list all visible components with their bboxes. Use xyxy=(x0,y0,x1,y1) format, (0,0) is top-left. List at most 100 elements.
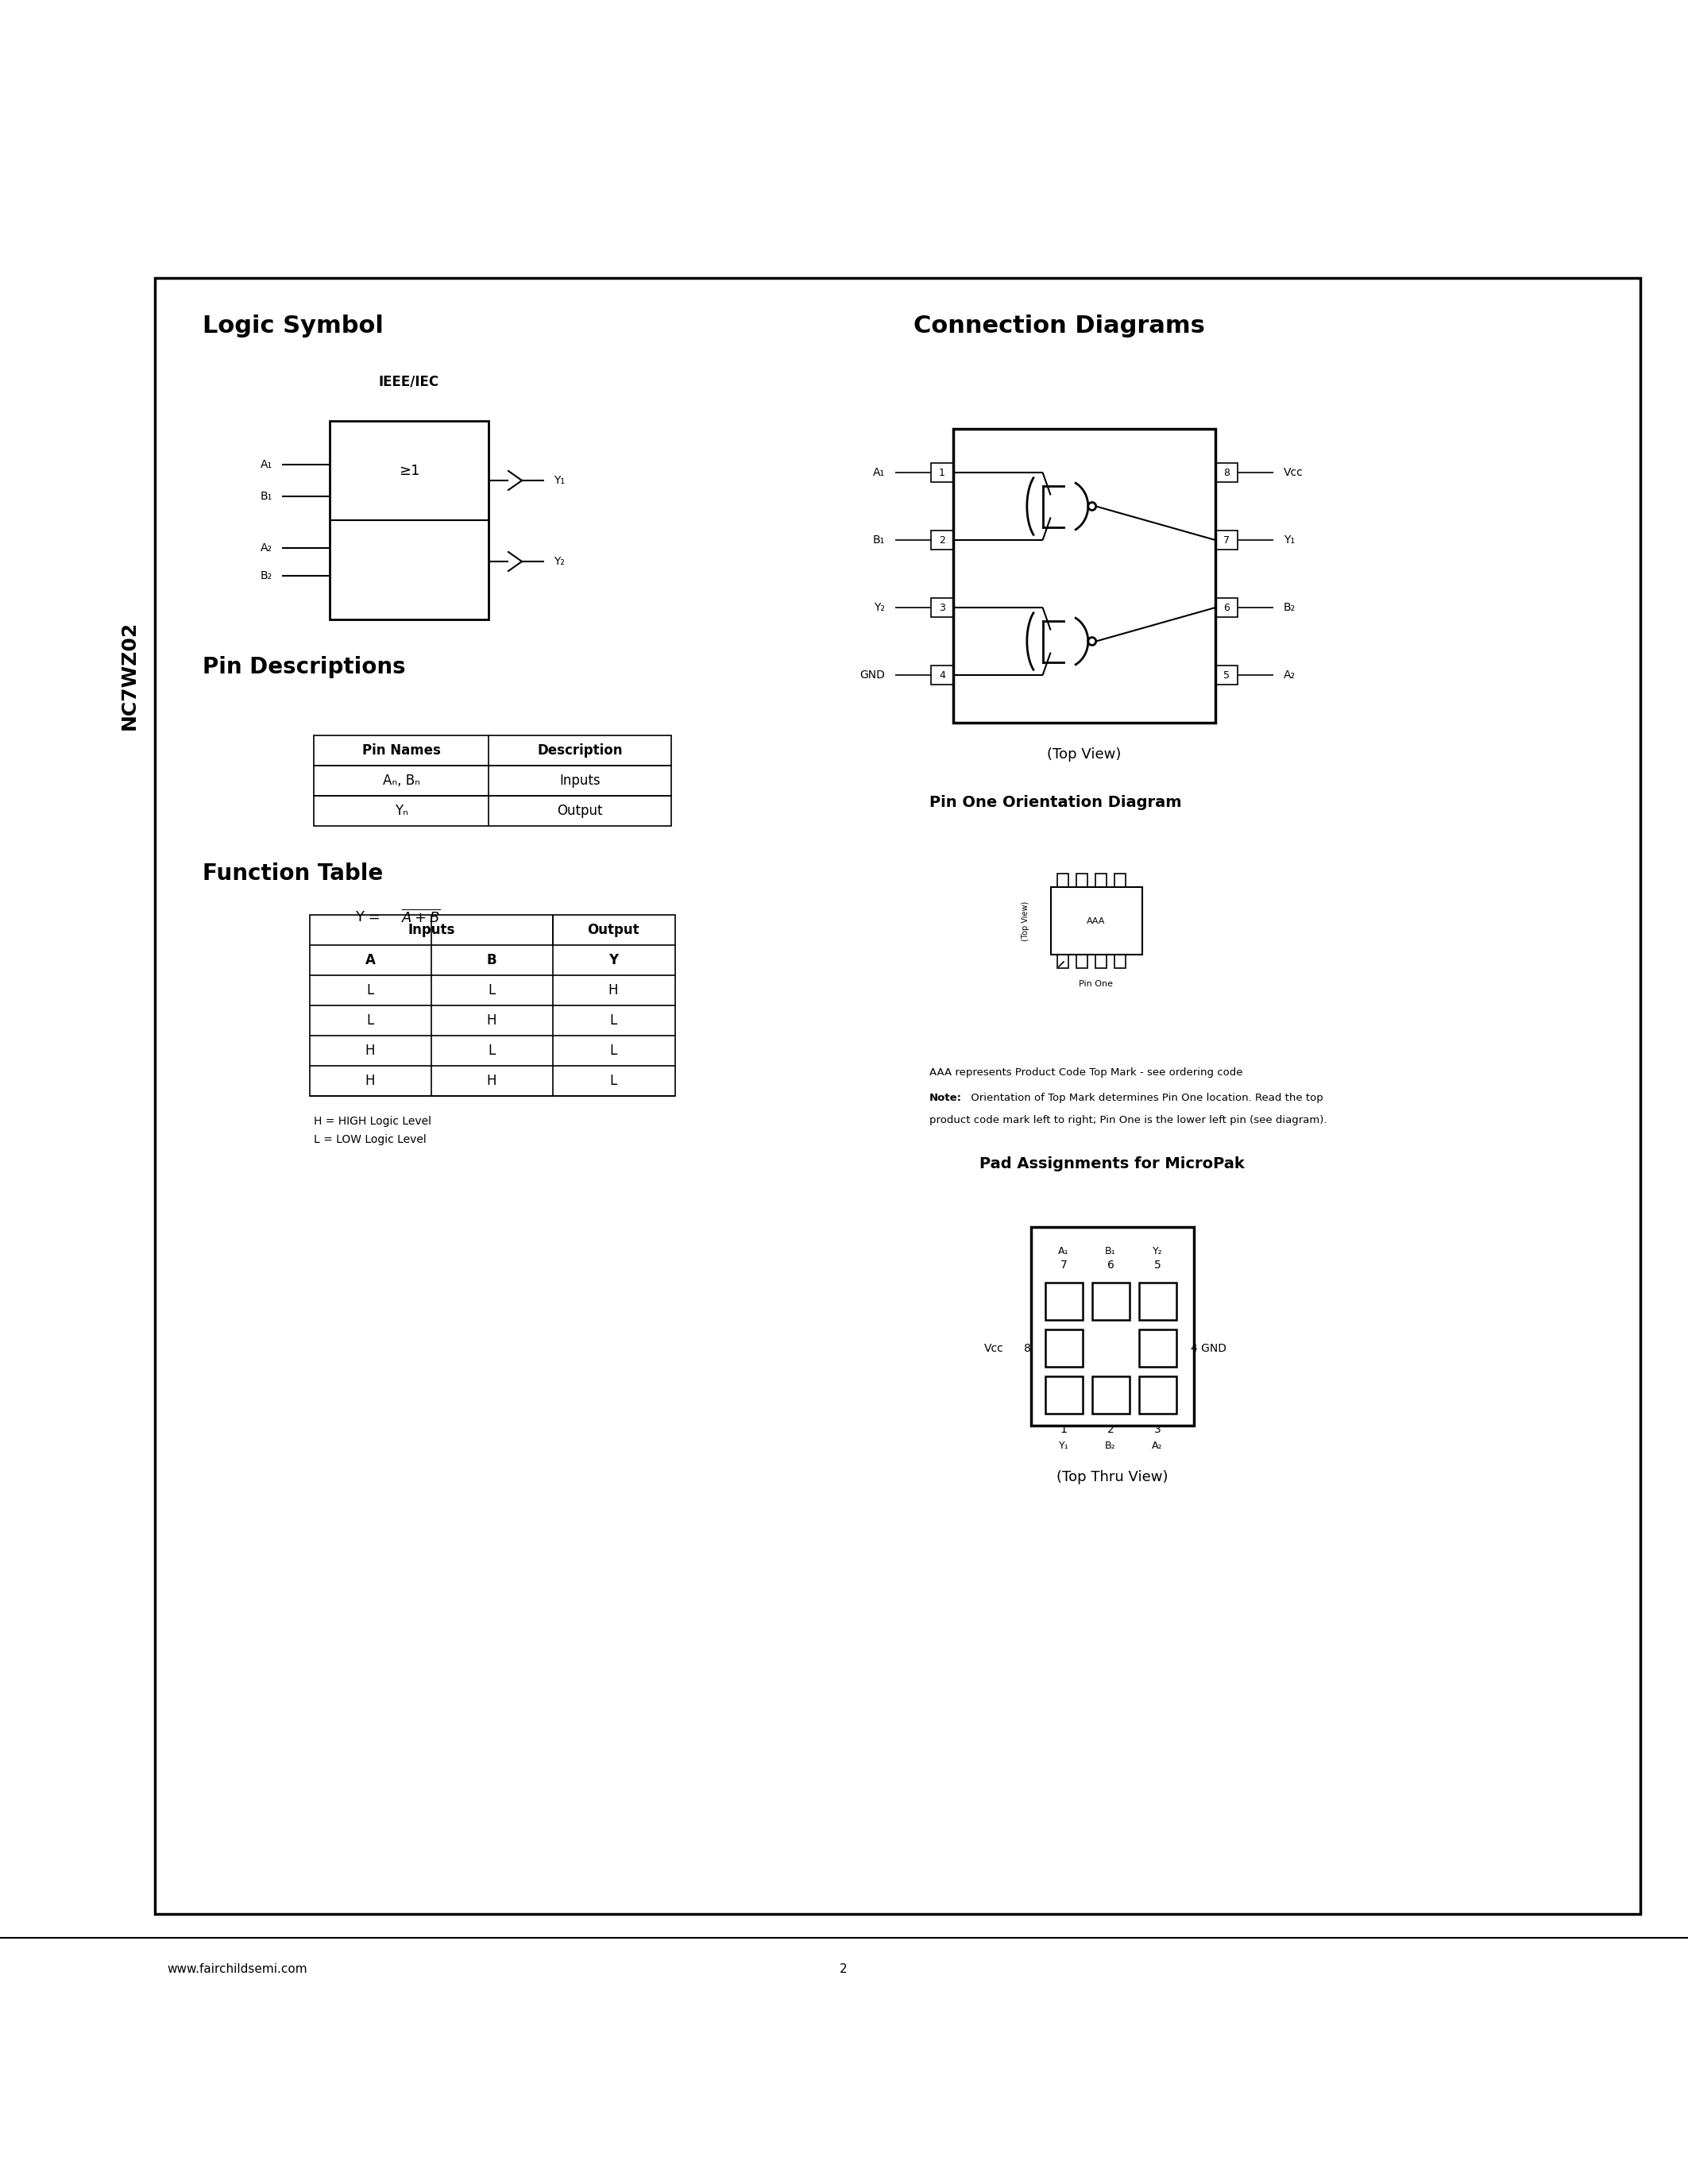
Text: A₂: A₂ xyxy=(1151,1439,1163,1450)
Text: 4: 4 xyxy=(939,670,945,679)
Text: A₁: A₁ xyxy=(260,459,272,470)
Text: A₂: A₂ xyxy=(260,542,272,553)
Text: 3: 3 xyxy=(1155,1424,1161,1435)
Text: B₂: B₂ xyxy=(1106,1439,1116,1450)
Text: 8: 8 xyxy=(1025,1343,1031,1354)
Text: L = LOW Logic Level: L = LOW Logic Level xyxy=(314,1133,427,1144)
Text: Function Table: Function Table xyxy=(203,863,383,885)
Text: L: L xyxy=(609,1013,616,1029)
Text: L: L xyxy=(488,1044,495,1057)
Text: Aₙ, Bₙ: Aₙ, Bₙ xyxy=(383,773,420,788)
Text: L: L xyxy=(609,1075,616,1088)
Text: Inputs: Inputs xyxy=(559,773,601,788)
Bar xyxy=(1215,531,1237,550)
Text: A: A xyxy=(365,952,375,968)
Text: Y =: Y = xyxy=(356,911,385,924)
Text: Orientation of Top Mark determines Pin One location. Read the top: Orientation of Top Mark determines Pin O… xyxy=(967,1092,1323,1103)
Bar xyxy=(1057,954,1069,968)
Text: Pin One: Pin One xyxy=(1079,981,1114,987)
Text: Vᴄᴄ: Vᴄᴄ xyxy=(984,1343,1004,1354)
Bar xyxy=(932,463,954,483)
Text: 8: 8 xyxy=(1224,467,1229,478)
Bar xyxy=(1057,874,1069,887)
Bar xyxy=(311,915,675,1096)
Bar xyxy=(155,277,1641,1913)
Text: Connection Diagrams: Connection Diagrams xyxy=(913,314,1205,336)
Text: L: L xyxy=(609,1044,616,1057)
Bar xyxy=(314,767,672,795)
Text: Pin One Orientation Diagram: Pin One Orientation Diagram xyxy=(930,795,1182,810)
Text: B₂: B₂ xyxy=(1283,603,1296,614)
Text: Output: Output xyxy=(557,804,603,819)
Text: 7: 7 xyxy=(1060,1260,1067,1271)
Text: B₁: B₁ xyxy=(873,535,885,546)
Text: H = HIGH Logic Level: H = HIGH Logic Level xyxy=(314,1116,432,1127)
Text: Y₁: Y₁ xyxy=(1058,1439,1069,1450)
Text: 6: 6 xyxy=(1107,1260,1114,1271)
Bar xyxy=(1139,1330,1177,1367)
Text: H: H xyxy=(365,1075,375,1088)
Text: 7: 7 xyxy=(1224,535,1229,546)
Text: B₂: B₂ xyxy=(260,570,272,581)
Bar xyxy=(1045,1376,1082,1413)
Text: B₁: B₁ xyxy=(1106,1245,1116,1256)
Text: H: H xyxy=(365,1044,375,1057)
Text: L: L xyxy=(366,1013,373,1029)
Text: Y: Y xyxy=(608,952,618,968)
Bar xyxy=(1139,1282,1177,1319)
Bar xyxy=(1114,874,1126,887)
Bar xyxy=(1215,463,1237,483)
Text: Yₙ: Yₙ xyxy=(395,804,408,819)
Bar xyxy=(1052,887,1143,954)
Text: H: H xyxy=(486,1013,496,1029)
Text: (Top Thru View): (Top Thru View) xyxy=(1057,1470,1168,1485)
Text: Note:: Note: xyxy=(930,1092,962,1103)
Bar xyxy=(1215,666,1237,684)
Bar xyxy=(954,428,1215,723)
Text: 5: 5 xyxy=(1224,670,1229,679)
Text: AAA: AAA xyxy=(1087,917,1106,926)
Text: Y₂: Y₂ xyxy=(874,603,885,614)
Text: (Top View): (Top View) xyxy=(1021,902,1030,941)
Text: 5: 5 xyxy=(1155,1260,1161,1271)
Bar xyxy=(1215,598,1237,618)
Text: NC7WZ02: NC7WZ02 xyxy=(120,620,138,729)
Bar xyxy=(1045,1282,1082,1319)
Text: A₁: A₁ xyxy=(873,467,885,478)
Text: Pin Names: Pin Names xyxy=(361,743,441,758)
Text: 3: 3 xyxy=(939,603,945,614)
Bar xyxy=(1092,1282,1129,1319)
Bar xyxy=(1077,874,1087,887)
Text: Description: Description xyxy=(537,743,623,758)
Text: Y₂: Y₂ xyxy=(1153,1245,1163,1256)
Text: Y₁: Y₁ xyxy=(554,474,565,487)
Bar xyxy=(1092,1376,1129,1413)
Bar xyxy=(1139,1376,1177,1413)
Circle shape xyxy=(1089,502,1096,511)
Text: Pin Descriptions: Pin Descriptions xyxy=(203,655,405,679)
Text: 1: 1 xyxy=(939,467,945,478)
Text: ≥1: ≥1 xyxy=(398,463,420,478)
Text: (Top View): (Top View) xyxy=(1047,747,1121,762)
Text: www.fairchildsemi.com: www.fairchildsemi.com xyxy=(167,1963,307,1977)
Text: A₂: A₂ xyxy=(1283,670,1296,681)
Text: Y₂: Y₂ xyxy=(554,557,565,568)
Bar xyxy=(1077,954,1087,968)
Bar xyxy=(1096,954,1107,968)
Text: 2: 2 xyxy=(939,535,945,546)
Bar xyxy=(932,666,954,684)
Text: GND: GND xyxy=(859,670,885,681)
Bar xyxy=(314,795,672,826)
Text: $\overline{A + B}$: $\overline{A + B}$ xyxy=(402,909,441,926)
Text: 4 GND: 4 GND xyxy=(1190,1343,1227,1354)
Bar xyxy=(1114,954,1126,968)
Text: H: H xyxy=(486,1075,496,1088)
Text: L: L xyxy=(488,983,495,998)
Text: Inputs: Inputs xyxy=(408,924,456,937)
Bar xyxy=(1045,1330,1082,1367)
Text: A₁: A₁ xyxy=(1058,1245,1069,1256)
Text: Y₁: Y₁ xyxy=(1283,535,1295,546)
Bar xyxy=(314,736,672,767)
Bar xyxy=(932,531,954,550)
Text: AAA represents Product Code Top Mark - see ordering code: AAA represents Product Code Top Mark - s… xyxy=(930,1068,1242,1077)
